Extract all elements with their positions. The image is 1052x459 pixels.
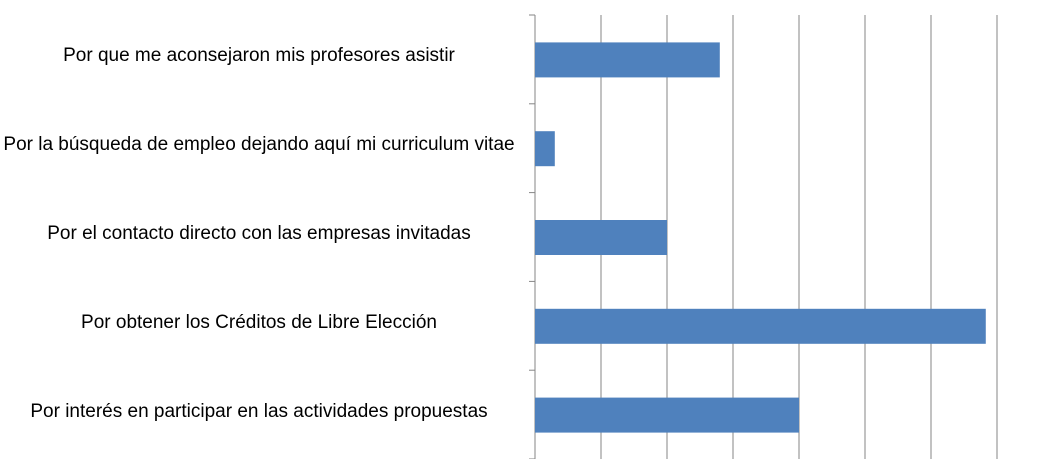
bar	[535, 42, 720, 78]
bar	[535, 131, 555, 167]
bar	[535, 308, 986, 344]
bar	[535, 397, 799, 433]
y-tick-label: Por la búsqueda de empleo dejando aquí m…	[3, 134, 515, 156]
y-tick-label: Por que me aconsejaron mis profesores as…	[63, 45, 455, 67]
y-tick-label: Por interés en participar en las activid…	[30, 400, 488, 422]
bar	[535, 220, 667, 255]
y-tick-label: Por obtener los Créditos de Libre Elecci…	[81, 311, 437, 333]
y-tick-label: Por el contacto directo con las empresas…	[47, 223, 471, 244]
